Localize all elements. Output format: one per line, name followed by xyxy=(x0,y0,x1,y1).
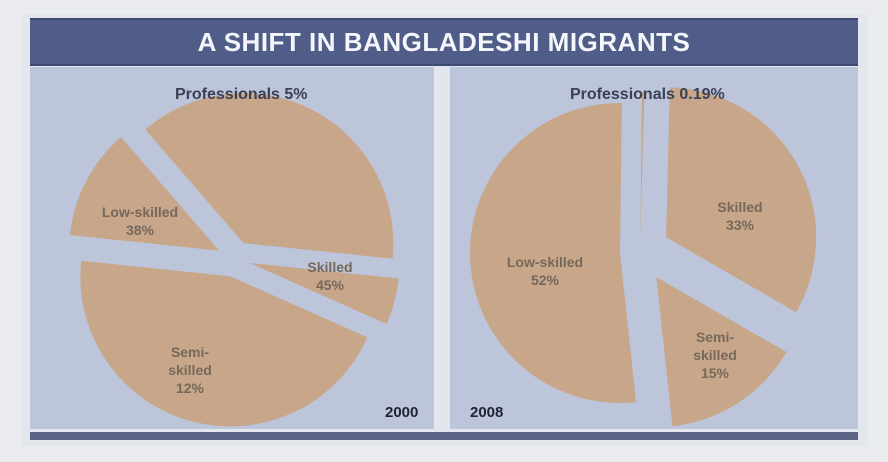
pie-panel-2008: Skilled 33% Semi-skilled 15% Low-skilled 52% P… xyxy=(450,67,858,429)
pie-chart-2008: Skilled 33% Semi-skilled 15% Low-skilled 52% P… xyxy=(470,86,817,427)
professionals-callout-2000: Professionals 5% xyxy=(175,86,308,103)
pie-slice-professionals-2000 xyxy=(249,262,399,324)
bottom-rule xyxy=(30,432,858,440)
title-bar: A SHIFT IN BANGLADESHI MIGRANTS xyxy=(30,18,858,66)
year-label-2000: 2000 xyxy=(385,404,418,421)
pie-slice-semi-skilled-2008 xyxy=(656,277,787,427)
pie-slice-professionals-2008 xyxy=(640,92,645,243)
slice-label-skilled-2008: Skilled 33% xyxy=(717,199,762,233)
chart-title: A SHIFT IN BANGLADESHI MIGRANTS xyxy=(197,26,691,57)
year-label-2008: 2008 xyxy=(470,404,503,421)
slice-label-semi-skilled-2000: Semi-skilled 12% xyxy=(168,344,212,396)
pie-slice-low-skilled-2000 xyxy=(145,93,394,259)
slice-label-low-skilled-2000: Low-skilled 38% xyxy=(102,204,178,238)
pie-slice-low-skilled-2008 xyxy=(470,102,637,403)
professionals-callout-2008: Professionals 0.19% xyxy=(570,86,725,103)
slice-label-skilled-2000: Skilled 45% xyxy=(307,259,352,293)
pie-slice-skilled-2000 xyxy=(80,260,368,427)
slice-label-low-skilled-2008: Low-skilled 52% xyxy=(507,254,583,288)
pie-chart-2000: Skilled 45% Semi-skilled 12% Low-skilled 38% P… xyxy=(69,86,418,427)
pie-slice-semi-skilled-2000 xyxy=(69,137,220,251)
slice-label-semi-skilled-2008: Semi-skilled 15% xyxy=(693,329,737,381)
pie-slice-skilled-2008 xyxy=(666,87,817,313)
pie-panel-2000: Skilled 45% Semi-skilled 12% Low-skilled 38% P… xyxy=(30,67,434,429)
